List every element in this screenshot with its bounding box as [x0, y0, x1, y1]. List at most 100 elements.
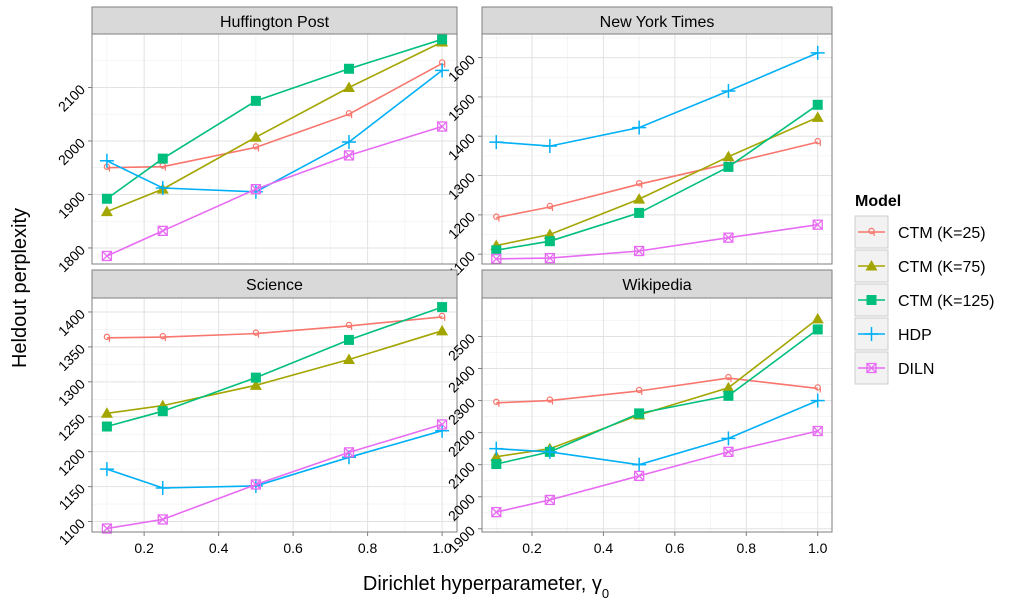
panel-border	[481, 33, 833, 265]
x-tick-label: 0.4	[594, 540, 614, 556]
y-tick-label: 1350	[55, 341, 88, 374]
data-point	[435, 63, 450, 78]
data-point	[159, 332, 166, 342]
y-tick-label: 1200	[55, 445, 88, 478]
legend-title: Model	[855, 193, 901, 210]
data-point	[812, 425, 823, 437]
data-point	[100, 205, 113, 217]
data-point	[435, 423, 450, 438]
data-point	[814, 137, 821, 147]
legend-label: CTM (K=125)	[898, 293, 994, 310]
data-point	[103, 333, 111, 342]
legend-marker	[866, 295, 877, 305]
x-axis-title: Dirichlet hyperparameter, γ0	[363, 573, 609, 599]
data-point	[814, 384, 821, 393]
data-point	[632, 120, 647, 135]
data-point	[438, 312, 446, 321]
data-point	[437, 302, 448, 313]
data-point	[811, 111, 824, 122]
data-point	[812, 99, 823, 110]
panel-huffington-post: Huffington Post 1800 1900 2000 2100	[55, 6, 458, 275]
y-tick-label: 2000	[55, 135, 88, 168]
x-tick-label: 0.8	[358, 540, 378, 556]
series-ctm-k-125	[491, 99, 823, 256]
data-point	[490, 450, 503, 462]
data-point	[342, 81, 355, 92]
legend-item-ctm-k-75: CTM (K=75)	[854, 249, 986, 283]
data-point	[436, 121, 448, 132]
data-point	[491, 245, 502, 256]
data-point	[157, 406, 168, 417]
gridlines	[482, 34, 832, 264]
y-tick-label: 1400	[55, 306, 88, 339]
data-point	[546, 396, 554, 405]
data-point	[491, 459, 502, 470]
data-point	[812, 219, 823, 230]
data-point	[634, 207, 645, 218]
data-point	[436, 324, 449, 336]
legend-label: HDP	[898, 327, 932, 344]
series-diln	[101, 419, 448, 534]
data-point	[345, 321, 353, 330]
data-point	[811, 312, 824, 324]
legend-label: DILN	[898, 361, 934, 378]
data-point	[343, 63, 354, 74]
data-point	[633, 245, 645, 257]
legend-marker	[864, 327, 879, 341]
series-hdp	[489, 45, 825, 154]
data-point	[544, 236, 555, 247]
data-point	[544, 252, 556, 264]
series-ctm-k-125	[101, 34, 448, 204]
y-tick-label: 1100	[56, 515, 89, 548]
plot-area	[482, 298, 832, 532]
data-point	[542, 139, 557, 154]
panel-title: Huffington Post	[220, 14, 330, 31]
series-hdp	[489, 393, 825, 472]
x-tick-label: 0.4	[209, 540, 229, 556]
panel-title: Wikipedia	[622, 277, 691, 294]
data-point	[542, 444, 557, 459]
data-point	[155, 181, 170, 196]
data-point	[155, 480, 170, 495]
panel-border	[91, 33, 458, 265]
data-point	[633, 470, 645, 482]
series-diln	[491, 425, 823, 518]
data-point	[722, 150, 735, 162]
legend-item-diln: DILN	[854, 351, 934, 385]
series-ctm-k-25	[493, 373, 821, 407]
panel-border	[481, 297, 833, 533]
panel-title: Science	[246, 277, 303, 294]
data-point	[489, 441, 504, 456]
data-point	[250, 183, 262, 195]
data-point	[250, 479, 262, 490]
data-point	[343, 334, 354, 345]
legend-item-hdp: HDP	[854, 317, 932, 351]
y-axis-title: Heldout perplexity	[9, 208, 31, 368]
x-tick-label: 0.8	[737, 540, 757, 556]
x-tick-label: 1.0	[808, 540, 828, 556]
x-tick-label: 0.6	[283, 540, 303, 556]
data-point	[157, 153, 168, 164]
data-point	[721, 431, 736, 446]
x-tick-label: 0.2	[522, 540, 542, 556]
data-point	[491, 253, 502, 265]
data-point	[341, 135, 356, 150]
data-point	[343, 150, 355, 161]
data-point	[491, 506, 502, 518]
data-point	[252, 143, 260, 152]
data-point	[723, 161, 734, 172]
data-point	[157, 514, 168, 525]
data-point	[249, 379, 262, 390]
panel-strip	[91, 6, 458, 35]
data-point	[342, 353, 355, 364]
series-ctm-k-25	[493, 137, 821, 222]
data-point	[810, 393, 825, 408]
legend-marker	[866, 362, 877, 374]
data-point	[634, 408, 645, 419]
data-point	[157, 225, 168, 236]
data-point	[343, 447, 355, 458]
legend-label: CTM (K=25)	[898, 225, 986, 242]
y-tick-label: 1800	[55, 242, 88, 275]
